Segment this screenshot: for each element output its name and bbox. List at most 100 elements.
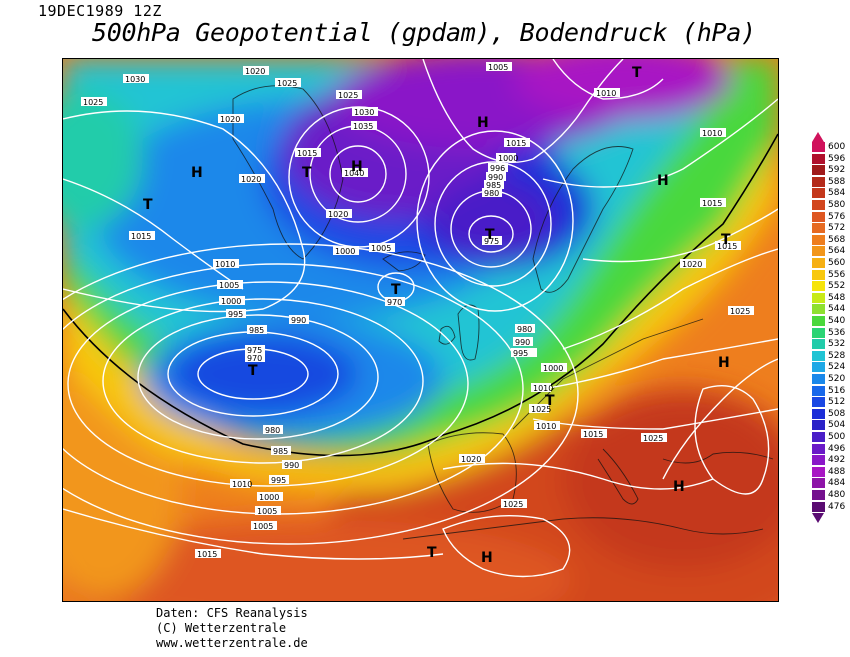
isobar-label: 985 (484, 180, 504, 190)
isobar-label: 1020 (218, 114, 244, 124)
copyright: (C) Wetterzentrale (156, 621, 287, 635)
legend-swatch (812, 397, 825, 408)
chart-title: 500hPa Geopotential (gpdam), Bodendruck … (92, 18, 756, 47)
data-source: Daten: CFS Reanalysis (156, 606, 308, 620)
legend-label: 508 (828, 408, 846, 419)
isobar-label: 1025 (275, 78, 301, 88)
legend-swatch (812, 281, 825, 292)
isobar-label: 970 (385, 297, 405, 307)
low-center: T (248, 363, 258, 379)
isobar-label: 975 (245, 345, 265, 355)
isobar-label: 1015 (715, 241, 741, 251)
legend-label: 492 (828, 455, 846, 466)
isobar-label: 1015 (504, 138, 530, 148)
legend-label: 556 (828, 269, 846, 280)
svg-text:1025: 1025 (643, 434, 663, 443)
svg-text:980: 980 (265, 426, 280, 435)
isobar-label: 1030 (352, 107, 378, 117)
legend-swatch (812, 385, 825, 396)
isobar-label: 1025 (81, 97, 107, 107)
svg-text:1005: 1005 (219, 281, 239, 290)
isobar-label: 980 (482, 188, 502, 198)
svg-text:1035: 1035 (353, 122, 373, 131)
svg-text:970: 970 (387, 298, 402, 307)
legend-label: 488 (828, 466, 846, 477)
legend-label: 524 (828, 362, 846, 373)
legend-level: 496 (812, 443, 850, 454)
legend-label: 568 (828, 234, 846, 245)
legend-label: 592 (828, 165, 846, 176)
isobar-label: 995 (226, 309, 246, 319)
legend-swatch (812, 490, 825, 500)
isobar-label: 1030 (123, 74, 149, 84)
svg-text:1015: 1015 (506, 139, 526, 148)
legend-level: 552 (812, 281, 850, 292)
isobar-label: 1005 (255, 506, 281, 516)
svg-text:1030: 1030 (354, 108, 374, 117)
legend-label: 552 (828, 281, 846, 292)
legend-level: 564 (812, 246, 850, 257)
svg-text:995: 995 (513, 349, 528, 358)
legend-level: 560 (812, 258, 850, 268)
pressure-centers: H H H H H H H T T T T T T T T T (143, 65, 731, 566)
isobar-label: 1005 (369, 243, 395, 253)
legend-label: 544 (828, 304, 846, 315)
svg-text:1020: 1020 (241, 175, 261, 184)
svg-text:1020: 1020 (220, 115, 240, 124)
svg-text:1020: 1020 (682, 260, 702, 269)
isobar-label: 985 (247, 325, 267, 335)
svg-text:1005: 1005 (371, 244, 391, 253)
svg-text:1010: 1010 (533, 384, 553, 393)
legend-label: 512 (828, 397, 846, 408)
legend-level: 588 (812, 176, 850, 187)
legend-level: 536 (812, 327, 850, 338)
legend-level: 580 (812, 200, 850, 210)
isobar-label: 1025 (336, 90, 362, 100)
legend-level: 500 (812, 432, 850, 442)
legend-swatch (812, 443, 825, 454)
svg-text:990: 990 (515, 338, 530, 347)
isobar-label: 1020 (239, 174, 265, 184)
isobar-label: 985 (271, 446, 291, 456)
high-center: H (191, 165, 203, 181)
legend-swatch (812, 176, 825, 187)
coastlines (232, 85, 774, 540)
isobar-label: 995 (269, 475, 289, 485)
legend-level: 532 (812, 339, 850, 350)
isobar-label: 1010 (594, 88, 620, 98)
low-center: T (632, 65, 642, 81)
legend-label: 520 (828, 374, 846, 384)
legend-level: 488 (812, 466, 850, 477)
high-center: H (718, 355, 730, 371)
low-center: T (721, 232, 731, 248)
isobar-label: 980 (263, 425, 283, 435)
legend-level: 512 (812, 397, 850, 408)
isobar-label: 1000 (257, 492, 283, 502)
svg-text:1015: 1015 (197, 550, 217, 559)
legend-level: 584 (812, 188, 850, 199)
svg-text:975: 975 (484, 237, 499, 246)
svg-text:1025: 1025 (83, 98, 103, 107)
legend-label: 500 (828, 432, 846, 442)
legend-label: 600 (828, 142, 846, 152)
isobar-labels: 1030 1025 1025 1020 1025 1020 1015 1020 … (81, 62, 754, 559)
legend-level: 484 (812, 478, 850, 489)
svg-text:1030: 1030 (125, 75, 145, 84)
legend-level: 592 (812, 165, 850, 176)
legend-swatch (812, 350, 825, 361)
svg-text:1010: 1010 (702, 129, 722, 138)
isobar-label: 990 (282, 460, 302, 470)
legend-swatch (812, 408, 825, 419)
legend-level: 476 (812, 501, 850, 512)
svg-text:1010: 1010 (536, 422, 556, 431)
legend-swatch (812, 339, 825, 350)
weather-map: 1010 1025 1030 1025 1025 1020 1025 1020 … (62, 58, 779, 602)
svg-text:1000: 1000 (335, 247, 355, 256)
legend-swatch (812, 432, 825, 442)
isobar-label: 990 (289, 315, 309, 325)
legend-label: 540 (828, 316, 846, 326)
svg-text:1020: 1020 (461, 455, 481, 464)
isobar-label: 990 (513, 337, 533, 347)
svg-text:985: 985 (249, 326, 264, 335)
svg-text:1000: 1000 (498, 154, 518, 163)
